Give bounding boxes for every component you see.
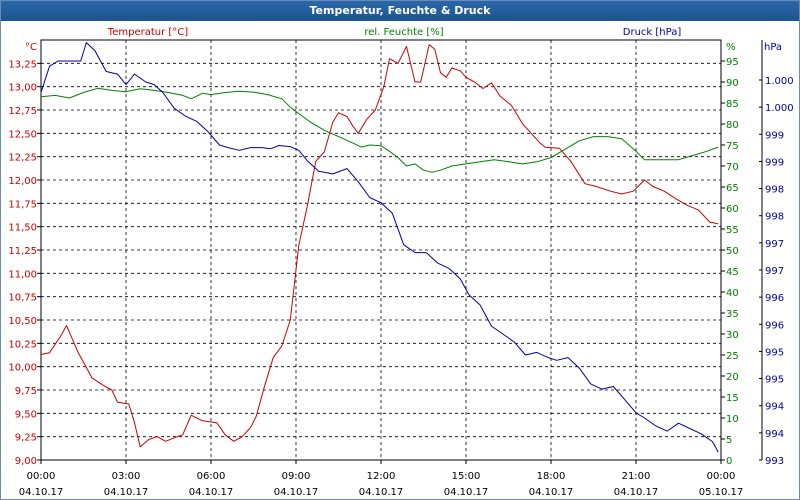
y-right-tick-label: 75 <box>726 141 739 152</box>
x-tick-time: 06:00 <box>197 471 226 482</box>
y-right-tick-label: 5 <box>726 435 732 446</box>
x-tick-time: 15:00 <box>452 471 481 482</box>
y-right-tick-label: 35 <box>726 309 739 320</box>
unit-humidity: % <box>726 42 736 53</box>
unit-temperature: °C <box>25 42 37 53</box>
y-right-tick-label: 45 <box>726 267 739 278</box>
x-tick-date: 04.10.17 <box>274 487 319 498</box>
y-right-tick-label: 65 <box>726 183 739 194</box>
legend-pressure: Druck [hPa] <box>623 27 682 38</box>
y-left-tick-label: 10,50 <box>8 316 37 327</box>
y-left-tick-label: 9,50 <box>15 409 37 420</box>
y-pressure-tick-label: 998 <box>765 185 784 196</box>
x-tick-date: 04.10.17 <box>189 487 234 498</box>
y-left-tick-label: 9,00 <box>15 456 37 467</box>
y-pressure-tick-label: 994 <box>765 402 784 413</box>
y-left-tick-label: 12,00 <box>8 176 37 187</box>
legend-temperature: Temperatur [°C] <box>107 27 188 38</box>
x-tick-time: 21:00 <box>622 471 651 482</box>
y-right-tick-label: 60 <box>726 204 739 215</box>
x-tick-date: 04.10.17 <box>19 487 64 498</box>
x-tick-time: 12:00 <box>367 471 396 482</box>
y-left-tick-label: 9,25 <box>15 433 37 444</box>
x-tick-date: 05.10.17 <box>699 487 744 498</box>
y-right-tick-label: 90 <box>726 78 739 89</box>
axis-ticks: 00:00 04.10.17 03:00 04.10.17 06:00 04.10.17 0… <box>8 40 794 498</box>
y-right-tick-label: 15 <box>726 393 739 404</box>
y-right-tick-label: 0 <box>726 456 732 467</box>
y-pressure-tick-label: 1.000 <box>765 103 794 114</box>
x-tick-time: 00:00 <box>707 471 736 482</box>
y-left-tick-label: 12,25 <box>8 153 37 164</box>
y-right-tick-label: 80 <box>726 120 739 131</box>
y-right-tick-label: 85 <box>726 99 739 110</box>
unit-pressure: hPa <box>764 42 782 53</box>
y-right-tick-label: 25 <box>726 351 739 362</box>
x-tick-time: 03:00 <box>112 471 141 482</box>
y-right-tick-label: 55 <box>726 225 739 236</box>
y-right-tick-label: 10 <box>726 414 739 425</box>
y-left-tick-label: 10,75 <box>8 293 37 304</box>
x-tick-date: 04.10.17 <box>104 487 149 498</box>
x-tick-time: 00:00 <box>27 471 56 482</box>
x-tick-date: 04.10.17 <box>529 487 574 498</box>
y-left-tick-label: 13,00 <box>8 83 37 94</box>
y-left-tick-label: 11,00 <box>8 269 37 280</box>
x-tick-date: 04.10.17 <box>359 487 404 498</box>
y-pressure-tick-label: 999 <box>765 130 784 141</box>
title-bar: Temperatur, Feuchte & Druck <box>1 1 799 21</box>
y-left-tick-label: 13,25 <box>8 59 37 70</box>
y-pressure-tick-label: 1.000 <box>765 76 794 87</box>
x-tick-date: 04.10.17 <box>614 487 659 498</box>
grid-lines <box>41 40 721 460</box>
y-left-tick-label: 10,00 <box>8 363 37 374</box>
y-pressure-tick-label: 993 <box>765 456 784 467</box>
y-pressure-tick-label: 996 <box>765 320 784 331</box>
y-pressure-tick-label: 995 <box>765 347 784 358</box>
x-tick-time: 09:00 <box>282 471 311 482</box>
y-left-tick-label: 11,75 <box>8 199 37 210</box>
y-right-tick-label: 40 <box>726 288 739 299</box>
y-pressure-tick-label: 999 <box>765 157 784 168</box>
y-left-tick-label: 12,50 <box>8 129 37 140</box>
y-right-tick-label: 70 <box>726 162 739 173</box>
series-group <box>40 42 719 453</box>
y-left-tick-label: 11,50 <box>8 223 37 234</box>
y-left-tick-label: 12,75 <box>8 106 37 117</box>
y-pressure-tick-label: 998 <box>765 212 784 223</box>
chart-title: Temperatur, Feuchte & Druck <box>309 4 491 17</box>
x-tick-time: 18:00 <box>537 471 566 482</box>
y-left-tick-label: 10,25 <box>8 339 37 350</box>
series-line-pressure <box>40 42 719 453</box>
legend-humidity: rel. Feuchte [%] <box>364 27 443 38</box>
y-pressure-tick-label: 994 <box>765 429 784 440</box>
y-right-tick-label: 50 <box>726 246 739 257</box>
y-pressure-tick-label: 996 <box>765 293 784 304</box>
y-pressure-tick-label: 995 <box>765 375 784 386</box>
y-left-tick-label: 11,25 <box>8 246 37 257</box>
series-line-temperature <box>40 44 719 448</box>
y-right-tick-label: 30 <box>726 330 739 341</box>
y-right-tick-label: 20 <box>726 372 739 383</box>
y-pressure-tick-label: 997 <box>765 239 784 250</box>
y-pressure-tick-label: 997 <box>765 266 784 277</box>
y-right-tick-label: 95 <box>726 57 739 68</box>
x-tick-date: 04.10.17 <box>444 487 489 498</box>
y-left-tick-label: 9,75 <box>15 386 37 397</box>
series-line-humidity <box>40 87 719 173</box>
